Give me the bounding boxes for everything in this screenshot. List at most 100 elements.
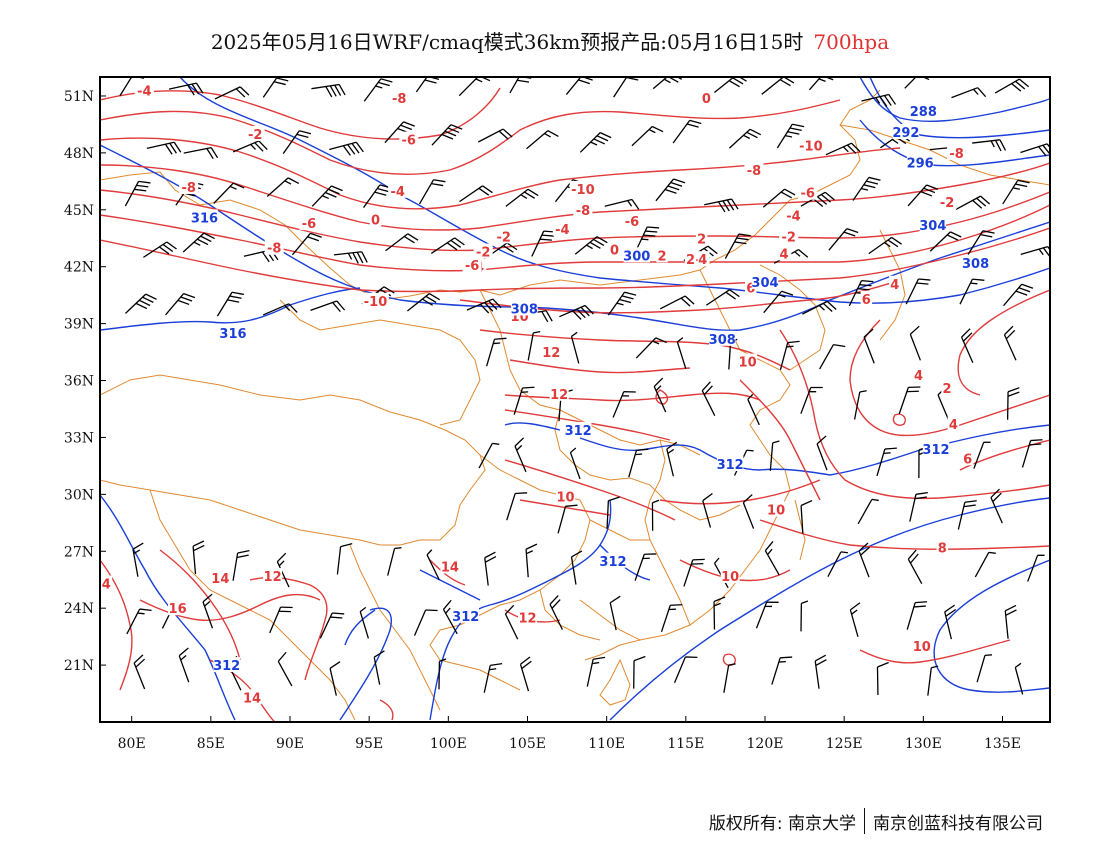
wind-barb [808, 77, 822, 91]
geopotential-label: 312 [599, 555, 626, 570]
wind-barb [125, 293, 147, 314]
wind-barb-feather [235, 88, 246, 98]
wind-barb-feather [887, 239, 899, 248]
wind-barb-feather [651, 125, 664, 133]
temperature-label: 10 [913, 640, 931, 655]
wind-barb-feather [521, 660, 532, 670]
lon-tick-label: 90E [276, 736, 304, 752]
wind-barb-feather [442, 599, 452, 610]
wind-barb [705, 289, 730, 306]
wind-barb-feather [798, 249, 809, 258]
wind-barb [761, 77, 785, 95]
temperature-label-bg [656, 247, 668, 263]
wind-barb-feather [915, 491, 928, 495]
temperature-labels: -4-8-2-6-8-40-6-10-8-6-4-2-2-4-8-10-4-60… [100, 82, 974, 706]
temperature-label-bg [912, 638, 932, 654]
wind-barb-feather [576, 308, 586, 319]
wind-barb-feather [652, 499, 660, 504]
temperature-label: 12 [550, 388, 568, 403]
wind-barb [559, 304, 586, 318]
temperature-label: -6 [402, 134, 416, 149]
wind-barb [905, 278, 920, 305]
wind-barb-feather [239, 86, 250, 96]
wind-barb-feather [584, 305, 594, 315]
wind-barb-feather [891, 236, 902, 245]
wind-barb-feather [680, 297, 691, 307]
temperature-label: 16 [169, 602, 187, 617]
temperature-label: -4 [786, 209, 800, 224]
wind-barb-feather [514, 437, 525, 447]
temperature-label: 2 [658, 249, 667, 264]
wind-barb [724, 233, 740, 259]
wind-barb [415, 77, 428, 93]
wind-barb-feather [722, 200, 730, 212]
wind-barb-feather [433, 179, 446, 183]
wind-barb-feather [484, 302, 494, 312]
wind-barb [849, 609, 859, 637]
wind-barb [828, 228, 848, 251]
wind-barb-feather [875, 97, 881, 104]
wind-barb-feather [714, 557, 720, 564]
wind-barb-feather [907, 549, 917, 560]
wind-barb-feather [994, 140, 1002, 152]
wind-barb [955, 195, 981, 211]
wind-barb [359, 611, 370, 639]
wind-barb-feather [977, 87, 987, 98]
wind-barb [606, 500, 610, 529]
wind-barb-feather [237, 550, 250, 554]
wind-barb [909, 494, 917, 522]
wind-barb-feather [624, 291, 637, 296]
wind-barb-feather [593, 656, 606, 660]
wind-barb [1021, 440, 1032, 468]
wind-barb-feather [169, 142, 177, 154]
wind-barb-feather [944, 604, 956, 613]
wind-barb-feather [204, 601, 211, 607]
wind-barb-feather [325, 191, 337, 198]
geopotential-label-bg [906, 154, 934, 170]
wind-barb-feather [232, 182, 245, 189]
wind-barb [442, 609, 458, 635]
wind-barb-feather [444, 130, 457, 137]
wind-barb-feather [192, 540, 205, 547]
wind-barb [232, 140, 260, 153]
geopotential-label: 308 [709, 333, 736, 348]
wind-barb-feather [380, 288, 392, 297]
temperature-label-bg [797, 137, 825, 153]
wind-barb-feather [931, 665, 939, 669]
wind-barb [291, 232, 311, 256]
wind-barb [676, 341, 687, 369]
wind-barb-feather [883, 242, 891, 248]
wind-barb-feather [329, 661, 341, 669]
wind-barb [771, 657, 781, 685]
wind-barb [994, 78, 1020, 94]
wind-barb-feather [1018, 287, 1031, 293]
wind-barb-feather [702, 492, 713, 502]
wind-barb-feather [195, 82, 204, 94]
wind-barb [967, 230, 984, 255]
wind-barb-feather [1014, 662, 1022, 668]
wind-barb-feather [707, 245, 718, 255]
wind-barb-feather [825, 72, 836, 76]
geopotential-label: 300 [623, 249, 650, 264]
wind-barb-feather [541, 234, 554, 237]
temperature-label-bg [100, 575, 113, 591]
wind-barb [483, 665, 491, 693]
wind-barb [484, 557, 489, 586]
wind-barb-feather [746, 131, 758, 139]
wind-barb-feather [138, 299, 151, 307]
wind-barb-feather [1003, 325, 1014, 336]
wind-barb-feather [731, 198, 739, 210]
wind-barb-feather [817, 196, 828, 205]
wind-barb-feather [193, 241, 201, 246]
geopotential-label: 304 [751, 276, 778, 291]
wind-barb-feather [359, 606, 367, 613]
wind-barb-feather [374, 191, 387, 196]
wind-barb [827, 551, 842, 577]
temperature-label-bg [210, 569, 230, 585]
wind-barb-feather [627, 200, 633, 207]
footer-copyright: 版权所有: 南京大学 南京创蓝科技有限公司 [709, 808, 1043, 834]
wind-barb-feather [717, 201, 726, 213]
temperature-label: 4 [102, 578, 111, 593]
wind-barb-feather [643, 234, 656, 237]
